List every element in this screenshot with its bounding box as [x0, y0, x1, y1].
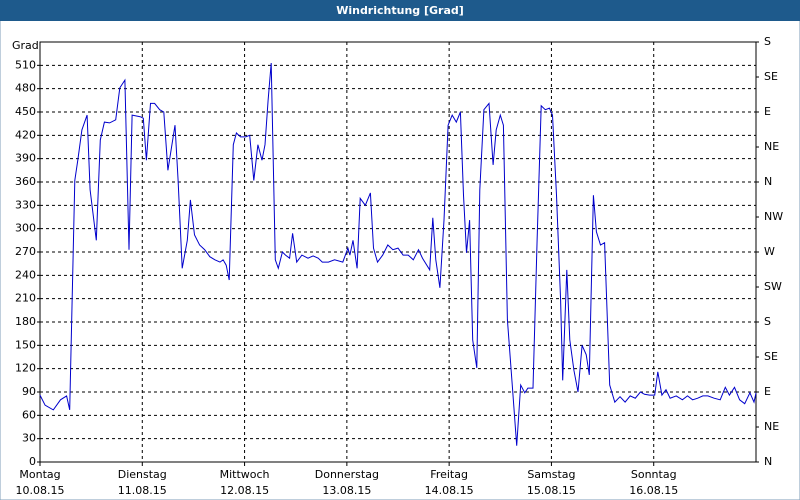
x-tick-label: Donnerstag: [315, 468, 379, 481]
y2-tick-label: NE: [764, 420, 779, 433]
x-tick-date: 14.08.15: [425, 484, 474, 497]
y-tick-label: 360: [15, 175, 36, 188]
y2-tick-label: N: [764, 175, 772, 188]
y2-tick-label: NW: [764, 210, 783, 223]
x-tick-date: 16.08.15: [629, 484, 678, 497]
y-tick-label: 120: [15, 362, 36, 375]
x-tick-date: 10.08.15: [16, 484, 65, 497]
y-tick-label: 180: [15, 315, 36, 328]
y2-tick-label: NE: [764, 140, 779, 153]
x-tick-label: Montag: [19, 468, 60, 481]
y2-tick-label: SE: [764, 70, 778, 83]
title-bar: [0, 0, 800, 21]
y-tick-label: 420: [15, 128, 36, 141]
x-tick-date: 15.08.15: [527, 484, 576, 497]
y2-tick-label: SW: [764, 280, 782, 293]
y-tick-label: 390: [15, 152, 36, 165]
x-tick-date: 13.08.15: [322, 484, 371, 497]
y-tick-label: 330: [15, 198, 36, 211]
y-tick-label: 240: [15, 268, 36, 281]
x-tick-date: 12.08.15: [220, 484, 269, 497]
y-tick-label: 450: [15, 105, 36, 118]
y2-tick-label: E: [764, 105, 771, 118]
y-tick-label: 510: [15, 58, 36, 71]
y-tick-label: 60: [22, 408, 36, 421]
y2-tick-label: N: [764, 455, 772, 468]
y-tick-label: 480: [15, 82, 36, 95]
y-tick-label: 150: [15, 338, 36, 351]
x-tick-label: Samstag: [527, 468, 575, 481]
y-tick-label: 300: [15, 222, 36, 235]
y-tick-label: 30: [22, 432, 36, 445]
x-tick-label: Freitag: [430, 468, 468, 481]
y-tick-label: 210: [15, 292, 36, 305]
y-axis-label: Grad: [12, 39, 39, 52]
y2-tick-label: SE: [764, 350, 778, 363]
y2-tick-label: E: [764, 385, 771, 398]
x-tick-date: 11.08.15: [118, 484, 167, 497]
data-line: [39, 62, 757, 446]
chart-title: Windrichtung [Grad]: [336, 4, 464, 17]
x-tick-label: Sonntag: [631, 468, 677, 481]
y2-tick-label: S: [764, 315, 771, 328]
x-tick-label: Mittwoch: [220, 468, 270, 481]
y-tick-label: 90: [22, 385, 36, 398]
y-tick-label: 0: [29, 455, 36, 468]
x-tick-label: Dienstag: [118, 468, 167, 481]
y2-tick-label: S: [764, 35, 771, 48]
y2-tick-label: W: [764, 245, 775, 258]
y-tick-label: 270: [15, 245, 36, 258]
